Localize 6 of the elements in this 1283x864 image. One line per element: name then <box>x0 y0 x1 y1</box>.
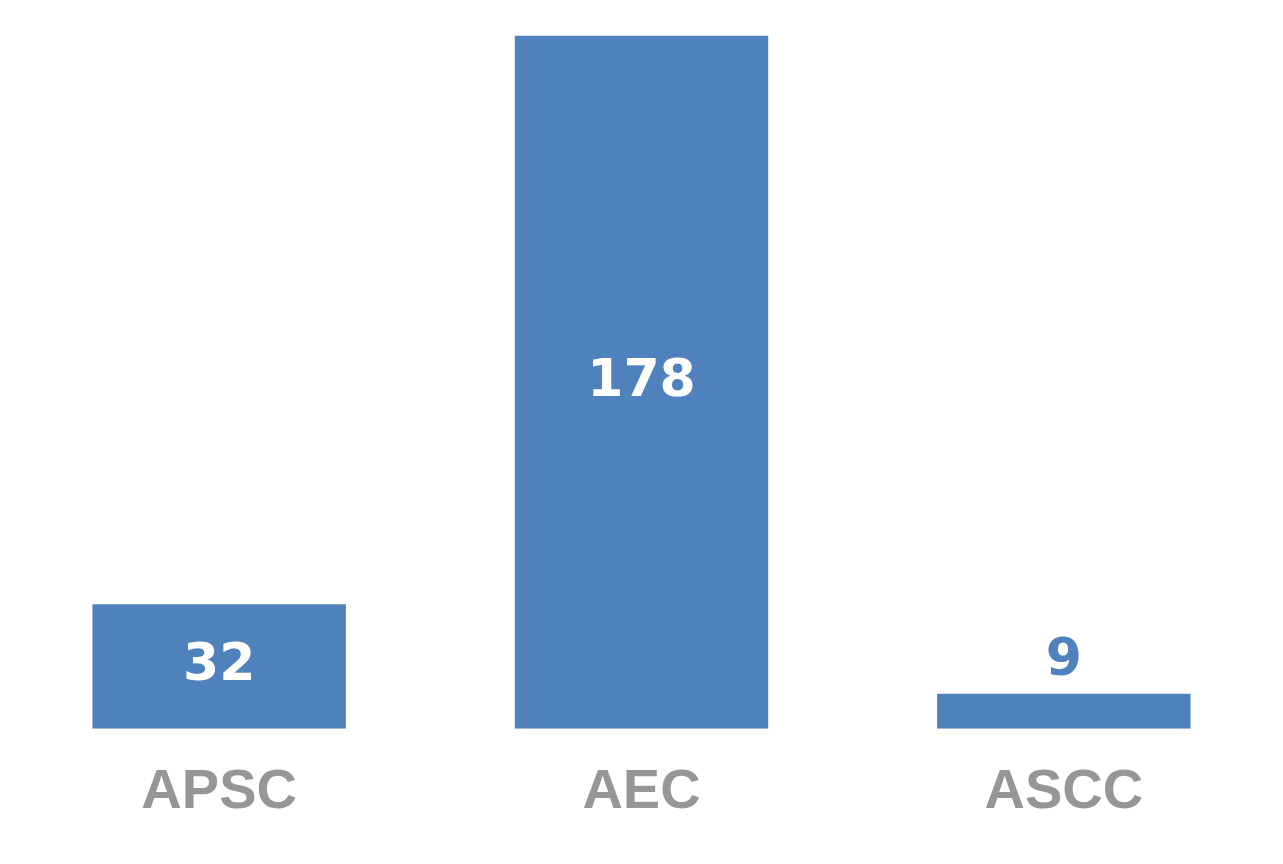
x-tick-label: AEC <box>582 756 701 820</box>
x-tick-label: APSC <box>141 756 297 820</box>
data-label: 178 <box>587 347 696 408</box>
data-label: 9 <box>1045 627 1082 688</box>
data-label: 32 <box>182 632 256 693</box>
x-tick-label: ASCC <box>984 756 1144 820</box>
